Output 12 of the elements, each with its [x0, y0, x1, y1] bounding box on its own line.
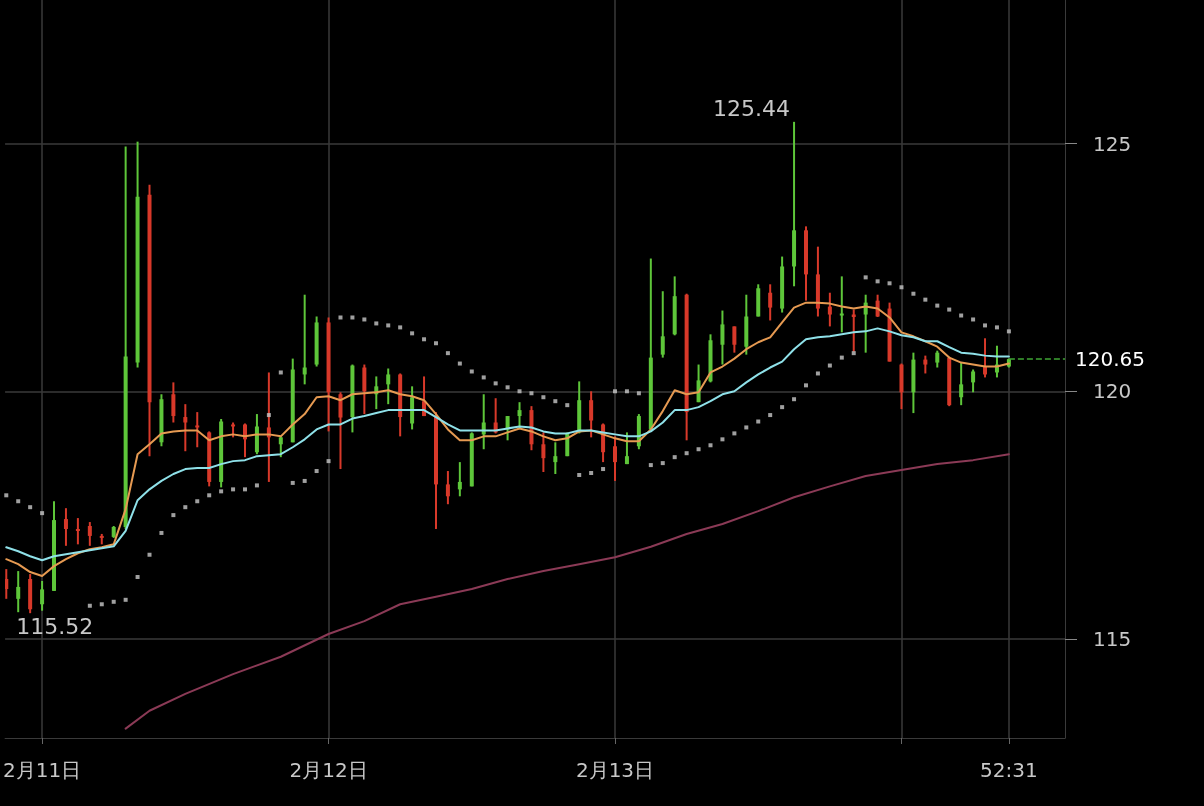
- x-tick-label: 2月12日: [289, 758, 368, 782]
- annotation: 115.52: [16, 613, 94, 639]
- x-tick-label: 52:31: [980, 758, 1038, 782]
- x-tick-label: 2月11日: [2, 758, 82, 782]
- y-tick-label: 120: [1093, 379, 1132, 404]
- annotation: 125.44: [713, 96, 791, 122]
- line-series: [5, 301, 1010, 578]
- y-tick-label: 115: [1093, 626, 1132, 651]
- x-tick-label: 2月13日: [575, 758, 655, 782]
- y-tick-label: 125: [1093, 131, 1132, 156]
- ref-line-label: 120.65: [1075, 347, 1145, 372]
- line-series: [5, 327, 1010, 562]
